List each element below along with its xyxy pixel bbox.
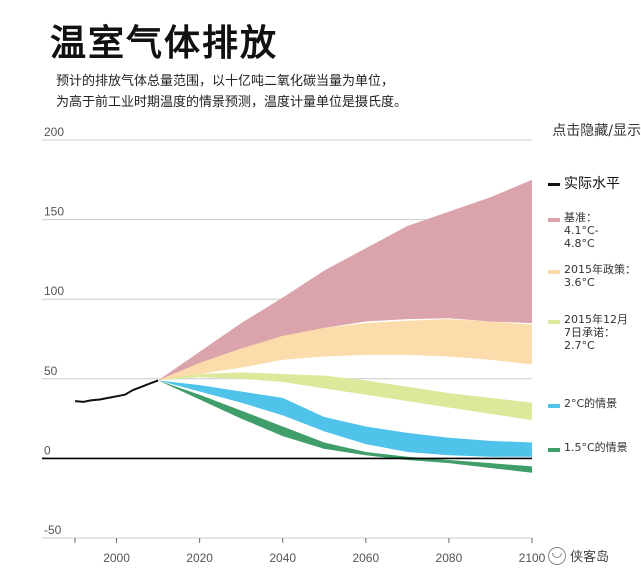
x-tick-label: 2100	[519, 551, 546, 565]
y-tick-label: 100	[44, 284, 64, 298]
y-tick-label: -50	[44, 523, 62, 537]
x-tick-label: 2060	[352, 551, 379, 565]
band-pledge2015	[158, 372, 532, 421]
chart-legend: 实际水平基准： 4.1°C- 4.8°C 2015年政策： 3.6°C 2015年1…	[548, 175, 641, 475]
subtitle-line-2: 为高于前工业时期温度的情景预测，温度计量单位是摄氏度。	[56, 95, 408, 110]
legend-swatch-baseline	[548, 218, 560, 222]
y-tick-label: 200	[44, 125, 64, 139]
y-tick-label: 0	[44, 443, 51, 457]
chat-bubble-icon	[548, 546, 566, 565]
band-c2	[158, 380, 532, 457]
legend-label-pledge2015: 2015年12月 7日承诺： 2.7°C	[564, 313, 628, 352]
x-tick-label: 2000	[103, 551, 130, 565]
legend-label-actual: 实际水平	[564, 176, 620, 192]
legend-label-baseline: 基准： 4.1°C- 4.8°C	[564, 211, 599, 250]
legend-swatch-c2	[548, 404, 560, 408]
band-baseline	[158, 179, 532, 381]
x-tick-label: 2020	[186, 551, 213, 565]
legend-label-policy2015: 2015年政策： 3.6°C	[564, 263, 636, 289]
legend-swatch-policy2015	[548, 270, 560, 274]
legend-label-c2: 2°C的情景	[564, 397, 618, 410]
toggle-show-hide-button[interactable]: 点击隐藏/显示	[552, 123, 641, 139]
watermark-text: 侠客岛	[570, 550, 610, 565]
watermark: 侠客岛	[548, 546, 609, 565]
y-tick-label: 150	[44, 205, 64, 219]
y-tick-label: 50	[44, 364, 58, 378]
band-policy2015	[158, 319, 532, 381]
line-actual	[74, 379, 159, 403]
legend-swatch-pledge2015	[548, 320, 560, 324]
legend-swatch-c15	[548, 448, 560, 452]
subtitle-line-1: 预计的排放气体总量范围，以十亿吨二氧化碳当量为单位，	[56, 74, 395, 89]
page-title: 温室气体排放	[50, 23, 279, 64]
x-tick-label: 2080	[436, 551, 463, 565]
legend-swatch-actual	[548, 183, 560, 186]
legend-label-c15: 1.5°C的情景	[564, 441, 628, 454]
x-tick-label: 2040	[269, 551, 296, 565]
